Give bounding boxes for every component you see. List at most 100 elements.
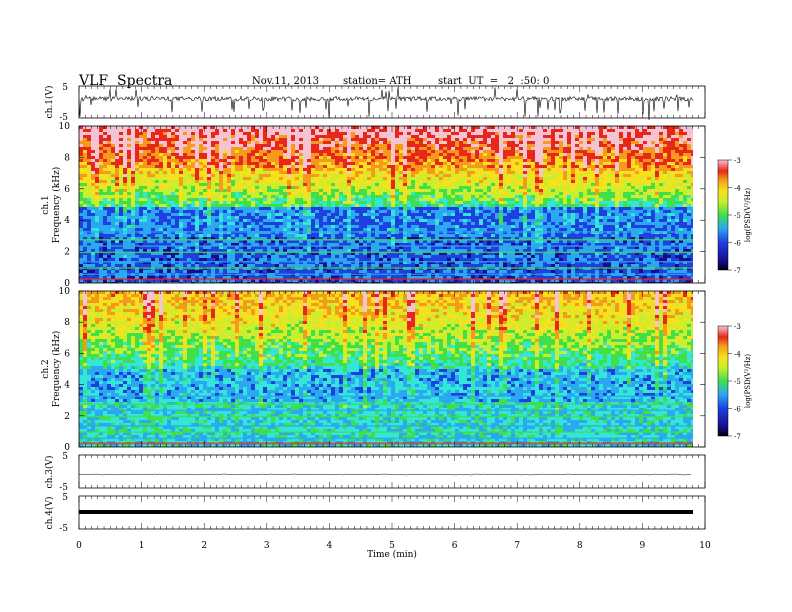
spectrogram-cell (127, 153, 131, 156)
spectrogram-cell (407, 207, 411, 210)
spectrogram-cell (159, 198, 163, 201)
spectrogram-cell (411, 147, 415, 150)
spectrogram-cell (367, 174, 371, 177)
spectrogram-cell (187, 141, 191, 144)
spectrogram-cell (411, 216, 415, 219)
spectrogram-cell (407, 165, 411, 168)
spectrogram-cell (287, 249, 291, 252)
spectrogram-cell (295, 264, 299, 267)
spectrogram-cell (191, 168, 195, 171)
spectrogram-cell (399, 279, 403, 282)
spectrogram-cell (307, 192, 311, 195)
spectrogram-cell (215, 243, 219, 246)
spectrogram-cell (247, 192, 251, 195)
spectrogram-cell (107, 180, 111, 183)
spectrogram-cell (267, 135, 271, 138)
spectrogram-cell (79, 129, 83, 132)
spectrogram-cell (95, 150, 99, 153)
spectrogram-cell (91, 234, 95, 237)
spectrogram-cell (103, 150, 107, 153)
spectrogram-cell (151, 126, 155, 129)
spectrogram-cell (431, 171, 435, 174)
spectrogram-cell (339, 159, 343, 162)
spectrogram-cell (335, 258, 339, 261)
spectrogram-cell (131, 132, 135, 135)
spectrogram-cell (127, 171, 131, 174)
spectrogram-cell (119, 183, 123, 186)
spectrogram-cell (263, 201, 267, 204)
spectrogram-cell (251, 159, 255, 162)
spectrogram-cell (347, 282, 351, 283)
spectrogram-cell (267, 255, 271, 258)
spectrogram-cell (107, 162, 111, 165)
spectrogram-cell (379, 183, 383, 186)
spectrogram-cell (327, 234, 331, 237)
spectrogram-cell (399, 234, 403, 237)
spectrogram-cell (183, 135, 187, 138)
spectrogram-cell (199, 204, 203, 207)
spectrogram-cell (259, 126, 263, 129)
spectrogram-cell (383, 180, 387, 183)
spectrogram-cell (407, 270, 411, 273)
spectrogram-cell (223, 174, 227, 177)
spectrogram-cell (179, 189, 183, 192)
spectrogram-cell (123, 135, 127, 138)
spectrogram-cell (123, 195, 127, 198)
spectrogram-cell (359, 129, 363, 132)
spectrogram-cell (431, 240, 435, 243)
spectrogram-cell (383, 204, 387, 207)
spectrogram-cell (131, 219, 135, 222)
spectrogram-cell (143, 222, 147, 225)
spectrogram-cell (259, 174, 263, 177)
spectrogram-cell (179, 174, 183, 177)
spectrogram-cell (139, 246, 143, 249)
spectrogram-cell (435, 177, 439, 180)
spectrogram-cell (263, 138, 267, 141)
spectrogram-cell (367, 222, 371, 225)
spectrogram-cell (415, 159, 419, 162)
spectrogram-cell (147, 243, 151, 246)
spectrogram-cell (311, 195, 315, 198)
spectrogram-cell (271, 177, 275, 180)
spectrogram-cell (279, 276, 283, 279)
spectrogram-cell (299, 198, 303, 201)
spectrogram-cell (299, 243, 303, 246)
spectrogram-cell (123, 279, 127, 282)
spectrogram-cell (203, 252, 207, 255)
spectrogram-cell (387, 144, 391, 147)
spectrogram-cell (303, 138, 307, 141)
spectrogram-cell (107, 129, 111, 132)
spectrogram-cell (307, 237, 311, 240)
spectrogram-cell (167, 234, 171, 237)
spectrogram-cell (347, 135, 351, 138)
spectrogram-cell (155, 162, 159, 165)
spectrogram-cell (187, 129, 191, 132)
spectrogram-cell (179, 210, 183, 213)
spectrogram-cell (175, 144, 179, 147)
spectrogram-cell (267, 153, 271, 156)
spectrogram-cell (159, 156, 163, 159)
spectrogram-cell (135, 174, 139, 177)
spectrogram-cell (299, 237, 303, 240)
spectrogram-cell (159, 255, 163, 258)
spectrogram-cell (127, 147, 131, 150)
spectrogram-cell (99, 159, 103, 162)
spectrogram-cell (107, 249, 111, 252)
spectrogram-cell (411, 243, 415, 246)
spectrogram-cell (407, 150, 411, 153)
spectrogram-cell (315, 180, 319, 183)
spectrogram-cell (159, 240, 163, 243)
spectrogram-cell (275, 270, 279, 273)
spectrogram-cell (339, 246, 343, 249)
spectrogram-cell (287, 237, 291, 240)
spectrogram-cell (279, 243, 283, 246)
spectrogram-cell (431, 270, 435, 273)
spectrogram-cell (147, 135, 151, 138)
spectrogram-cell (99, 201, 103, 204)
spectrogram-cell (327, 129, 331, 132)
spectrogram-cell (283, 189, 287, 192)
spectrogram-cell (123, 282, 127, 283)
spectrogram-cell (427, 243, 431, 246)
spectrogram-cell (183, 153, 187, 156)
spectrogram-cell (139, 207, 143, 210)
